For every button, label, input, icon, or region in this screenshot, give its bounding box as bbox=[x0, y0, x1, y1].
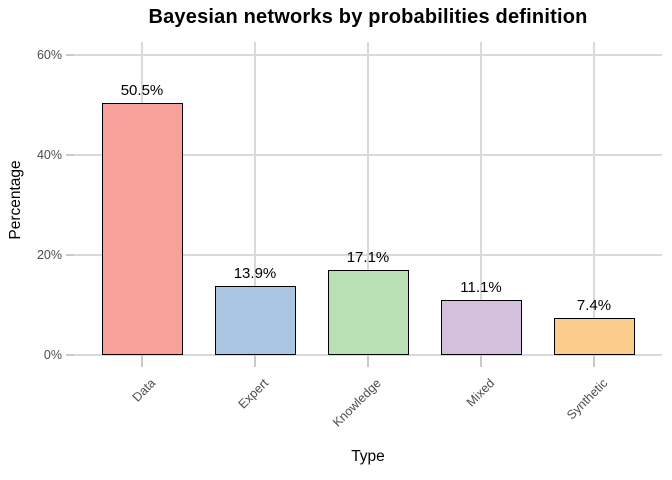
x-axis-category-label: Data bbox=[129, 376, 158, 405]
x-axis-tick bbox=[367, 355, 369, 367]
y-axis-tick bbox=[66, 254, 74, 256]
y-axis-tick bbox=[66, 354, 74, 356]
bar-value-label: 13.9% bbox=[233, 264, 277, 282]
y-axis-tick-label: 0% bbox=[43, 348, 62, 362]
x-axis-category-label: Mixed bbox=[463, 376, 497, 410]
chart-title: Bayesian networks by probabilities defin… bbox=[148, 6, 588, 28]
x-gridline bbox=[480, 42, 482, 355]
bar-value-label: 7.4% bbox=[576, 297, 612, 314]
bar-synthetic bbox=[553, 318, 635, 355]
x-axis-title: Type bbox=[351, 448, 385, 465]
bar-mixed bbox=[440, 299, 522, 355]
bar-value-label: 17.1% bbox=[346, 248, 390, 266]
bar-value-label: 50.5% bbox=[120, 81, 164, 99]
x-axis-category-label: Expert bbox=[235, 376, 271, 412]
y-axis-tick bbox=[66, 154, 74, 156]
y-axis-tick bbox=[66, 54, 74, 56]
x-axis-tick bbox=[141, 355, 143, 367]
x-axis-tick bbox=[254, 355, 256, 367]
y-axis-tick-label: 20% bbox=[36, 248, 62, 262]
x-gridline bbox=[254, 42, 256, 355]
plot-area: 50.5% 13.9% 17.1% 11.1% 7.4% bbox=[74, 42, 662, 356]
x-axis-category-label: Knowledge bbox=[330, 376, 384, 430]
y-axis-tick-label: 60% bbox=[36, 48, 62, 62]
x-axis-tick bbox=[593, 355, 595, 367]
bar-expert bbox=[214, 285, 296, 355]
x-gridline bbox=[367, 42, 369, 355]
x-axis-tick bbox=[480, 355, 482, 367]
y-axis-tick-label: 40% bbox=[36, 148, 62, 162]
bar-knowledge bbox=[327, 269, 409, 355]
bar-value-label: 11.1% bbox=[460, 278, 502, 296]
bar-data bbox=[101, 102, 183, 355]
x-axis-category-label: Synthetic bbox=[563, 376, 610, 423]
x-gridline bbox=[593, 42, 595, 355]
